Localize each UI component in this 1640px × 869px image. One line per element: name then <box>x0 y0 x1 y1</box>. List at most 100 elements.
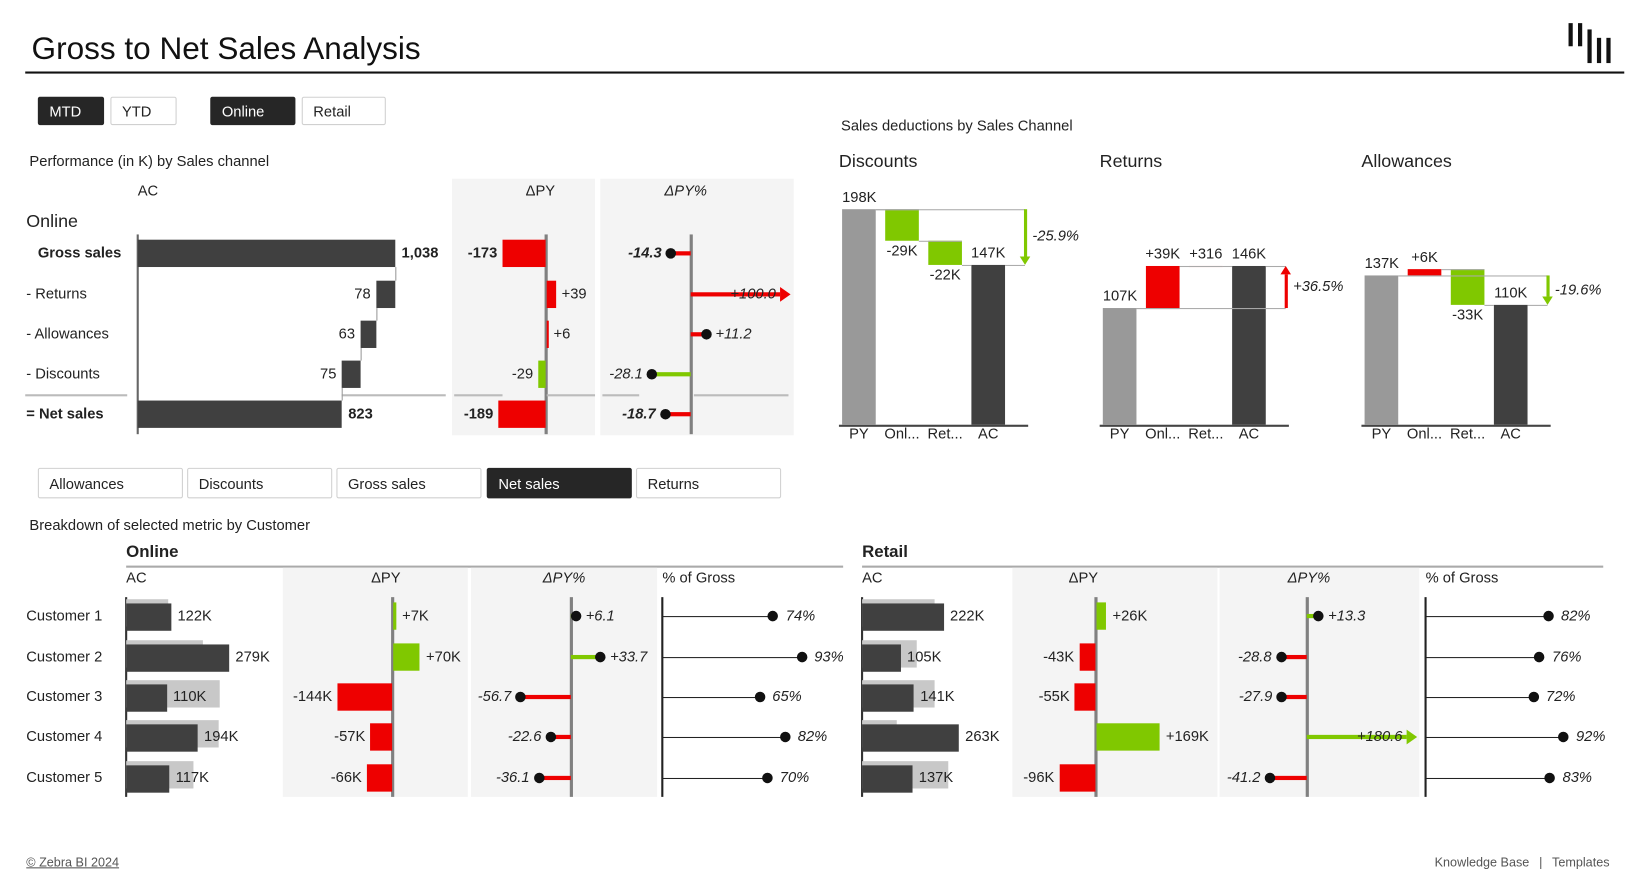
ac-label: 823 <box>348 404 373 422</box>
ac-label: 105K <box>907 647 942 665</box>
dpy-axis <box>391 597 395 797</box>
metric-tab-discounts[interactable]: Discounts <box>187 467 333 499</box>
dpy-bar <box>546 320 549 348</box>
waterfall-baseline <box>1361 424 1551 427</box>
gross-label: 92% <box>1575 727 1606 745</box>
dpy-label: -144K <box>292 687 333 705</box>
step-connector <box>1441 269 1485 271</box>
change-guide <box>875 209 1026 211</box>
customer-label: Customer 1 <box>26 606 103 624</box>
metric-tab-gross-sales[interactable]: Gross sales <box>336 467 482 499</box>
dpyp-label: +33.7 <box>610 647 648 665</box>
ac-header: AC <box>126 568 147 586</box>
ac-bar <box>375 280 396 309</box>
dpy-label: -96K <box>1023 768 1055 786</box>
py-label: 137K <box>1364 254 1399 272</box>
net-separator <box>602 394 640 396</box>
templates-link[interactable]: Templates <box>1552 854 1610 869</box>
knowledge-base-link[interactable]: Knowledge Base <box>1434 854 1530 869</box>
dpy-bar <box>538 360 546 388</box>
dpy-bar <box>367 764 393 792</box>
row-label: - Allowances <box>26 324 109 342</box>
step-connector <box>1222 265 1233 267</box>
ac-bar <box>971 264 1006 425</box>
panel-title: Online <box>126 543 179 562</box>
ac-bar <box>341 360 361 388</box>
net-separator <box>546 394 596 396</box>
gross-label: 82% <box>1561 606 1591 624</box>
dpy-label: -55K <box>1038 687 1070 705</box>
channel-retail-button[interactable]: Retail <box>301 96 386 126</box>
page-title: Gross to Net Sales Analysis <box>31 31 421 67</box>
gross-label: 82% <box>797 727 828 745</box>
gross-dot <box>796 651 807 663</box>
dpyp-arrow-icon <box>780 287 791 302</box>
waterfall-title: Returns <box>1099 151 1163 172</box>
change-guide <box>1527 305 1548 307</box>
waterfall-baseline <box>838 424 1029 427</box>
dpyp-dot <box>659 408 671 420</box>
change-label: +36.5% <box>1293 277 1344 295</box>
dpyp-label: +13.3 <box>1328 606 1366 624</box>
ac-label: 147K <box>971 243 1006 261</box>
dpy-bar <box>498 400 546 428</box>
metric-tab-returns[interactable]: Returns <box>636 467 782 499</box>
waterfall-title: Allowances <box>1361 151 1452 172</box>
gross-line <box>1425 777 1550 780</box>
dpyp-pin <box>1269 775 1307 781</box>
gross-dot <box>1558 731 1569 743</box>
gross-header: % of Gross <box>662 568 736 586</box>
period-ytd-button[interactable]: YTD <box>110 96 177 126</box>
metric-tab-allowances[interactable]: Allowances <box>37 467 183 499</box>
panel-title: Retail <box>862 543 908 562</box>
net-separator <box>25 394 128 396</box>
ac-bar <box>126 765 170 793</box>
gross-dot <box>754 691 765 703</box>
dpy-label: +6 <box>553 324 571 342</box>
footer-separator: | <box>1539 854 1543 869</box>
footer-links: Knowledge Base | Templates <box>1435 855 1610 869</box>
dpy-axis <box>544 234 548 435</box>
change-label: -25.9% <box>1032 227 1080 245</box>
ac-bar <box>126 644 230 672</box>
ac-bar <box>862 724 959 752</box>
ac-label: 75 <box>320 364 337 382</box>
dpy-bar <box>393 602 396 630</box>
step-bar <box>928 240 962 265</box>
change-arrow-line <box>1546 275 1550 297</box>
dpy-bar <box>1074 683 1096 711</box>
ac-bar <box>862 684 914 712</box>
ac-axis <box>125 597 127 797</box>
category-label: Ret... <box>1188 424 1224 442</box>
dpyp-pin <box>690 332 706 337</box>
dpyp-pin <box>1281 654 1307 660</box>
ac-label: 194K <box>204 727 239 745</box>
customer-label: Customer 3 <box>26 687 103 705</box>
ac-bar <box>862 765 913 793</box>
dpyp-pin <box>520 694 571 700</box>
gross-label: 72% <box>1546 687 1576 705</box>
dpyp-pin <box>652 372 691 377</box>
category-label: Onl... <box>1145 424 1181 442</box>
dpyp-pin <box>550 734 571 740</box>
dpyp-panel <box>1219 567 1420 797</box>
step-bar <box>1145 265 1180 309</box>
copyright-link[interactable]: © Zebra BI 2024 <box>26 854 120 869</box>
channel-online-button[interactable]: Online <box>210 96 296 126</box>
step-label: +6K <box>1411 248 1438 265</box>
metric-tab-net-sales[interactable]: Net sales <box>486 467 632 499</box>
category-label: Onl... <box>884 424 920 442</box>
dpyp-dot <box>533 772 545 784</box>
period-mtd-button[interactable]: MTD <box>37 96 105 126</box>
dpyp-label: -22.6 <box>507 727 542 745</box>
gross-line <box>662 777 768 780</box>
ac-header: AC <box>137 181 159 199</box>
step-label: +39K <box>1145 244 1181 262</box>
ac-label: 222K <box>950 606 985 624</box>
ac-label: 146K <box>1231 244 1267 262</box>
ac-label: 110K <box>1494 283 1528 301</box>
step-connector <box>918 240 962 242</box>
dpyp-dot <box>515 691 527 703</box>
dpyp-dot <box>545 731 557 743</box>
customer-label: Customer 4 <box>26 727 103 745</box>
